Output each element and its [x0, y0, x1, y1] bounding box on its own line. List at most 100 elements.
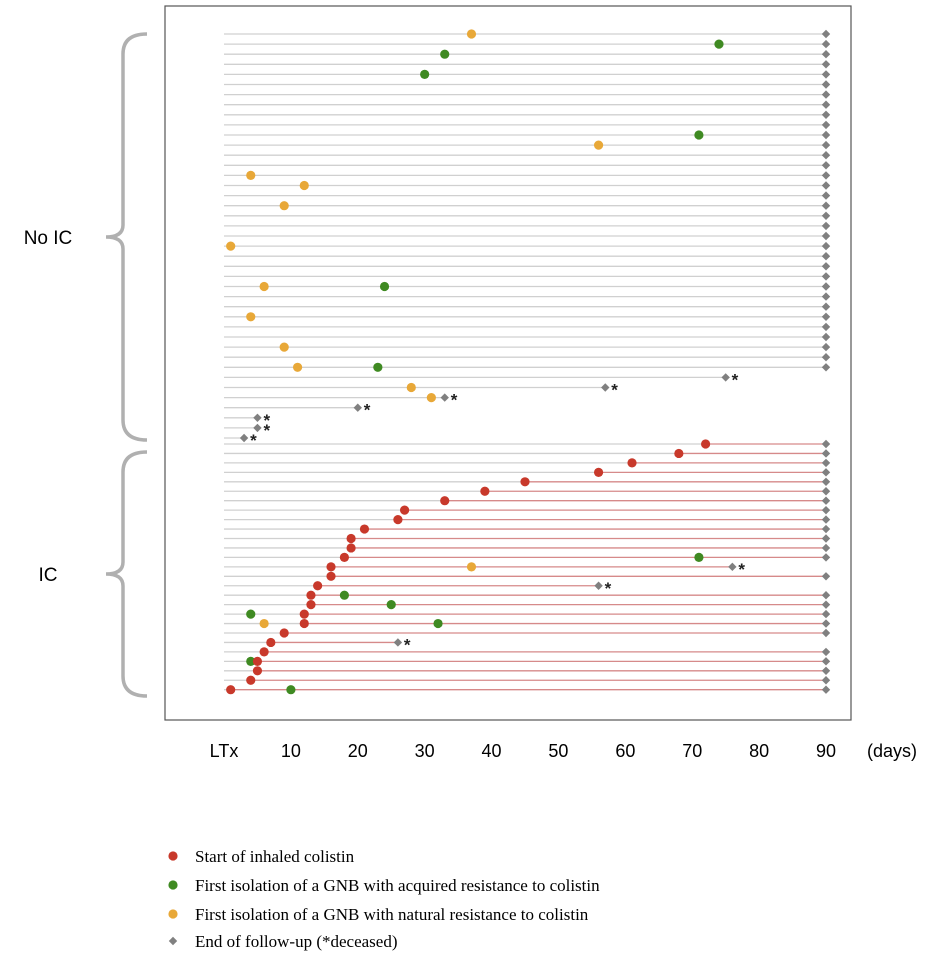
- legend-marker: [168, 851, 178, 861]
- deceased-marker: *: [263, 421, 270, 440]
- no-ic-patient-row: *: [224, 421, 270, 440]
- end-of-follow-up-marker: [353, 403, 362, 412]
- colistin-start-point: [299, 609, 309, 619]
- deceased-marker: *: [605, 579, 612, 598]
- end-of-follow-up-marker: [821, 322, 831, 332]
- colistin-start-point: [313, 581, 323, 591]
- deceased-marker: *: [263, 411, 270, 430]
- no-ic-patient-row: [224, 302, 831, 311]
- no-ic-patient-row: [224, 362, 831, 372]
- ic-patient-row: [224, 533, 831, 544]
- no-ic-patient-row: [224, 130, 831, 140]
- natural-resistance-point: [593, 140, 604, 150]
- end-of-follow-up-marker: [821, 231, 831, 241]
- legend-label: First isolation of a GNB with natural re…: [195, 905, 589, 924]
- acquired-resistance-point: [714, 39, 724, 49]
- ic-patient-row: [224, 515, 831, 525]
- x-tick-label: 70: [682, 741, 702, 761]
- deceased-marker: *: [732, 370, 739, 389]
- deceased-marker: *: [364, 401, 371, 420]
- no-ic-patient-row: *: [224, 391, 458, 410]
- end-of-follow-up-marker: [253, 423, 262, 433]
- ic-patient-row: [224, 458, 831, 468]
- end-of-follow-up-marker: [821, 342, 831, 352]
- colistin-start-point: [440, 496, 450, 506]
- colistin-start-point: [299, 618, 309, 629]
- end-of-follow-up-marker: [821, 161, 831, 170]
- no-ic-patient-row: [224, 161, 831, 170]
- natural-resistance-point: [259, 618, 269, 629]
- natural-resistance-point: [426, 393, 436, 403]
- end-of-follow-up-marker: [821, 50, 831, 59]
- no-ic-patient-row: [224, 151, 831, 160]
- ic-patient-row: [224, 600, 831, 610]
- end-of-follow-up-marker: [821, 676, 831, 685]
- acquired-resistance-point: [433, 618, 443, 629]
- no-ic-patient-row: [224, 322, 831, 332]
- natural-resistance-point: [259, 281, 269, 292]
- ic-patient-row: [224, 590, 831, 600]
- end-of-follow-up-marker: [440, 393, 449, 402]
- colistin-start-point: [359, 524, 370, 534]
- ic-patient-row: [224, 524, 831, 534]
- no-ic-patient-row: *: [224, 370, 739, 389]
- colistin-start-point: [326, 562, 336, 572]
- acquired-resistance-point: [440, 49, 450, 59]
- end-of-follow-up-marker: [821, 439, 831, 449]
- colistin-start-point: [306, 590, 316, 600]
- legend-label: First isolation of a GNB with acquired r…: [195, 876, 600, 895]
- end-of-follow-up-marker: [393, 638, 403, 647]
- x-tick-label: 20: [348, 741, 368, 761]
- natural-resistance-point: [292, 362, 303, 372]
- end-of-follow-up-marker: [821, 591, 831, 600]
- end-of-follow-up-marker: [821, 241, 831, 251]
- legend-label: End of follow-up (*deceased): [195, 932, 398, 951]
- end-of-follow-up-marker: [821, 515, 831, 524]
- end-of-follow-up-marker: [821, 282, 831, 291]
- end-of-follow-up-marker: [821, 191, 831, 200]
- colistin-start-point: [266, 637, 276, 648]
- end-of-follow-up-marker: [821, 363, 831, 372]
- no-ic-patient-row: [224, 201, 831, 211]
- ic-patient-row: [224, 505, 831, 515]
- end-of-follow-up-marker: [821, 201, 831, 210]
- colistin-start-point: [346, 533, 356, 544]
- end-of-follow-up-marker: [821, 80, 831, 89]
- end-of-follow-up-marker: [821, 666, 831, 675]
- no-ic-patient-row: [224, 281, 831, 292]
- no-ic-patient-row: [224, 90, 831, 99]
- natural-resistance-point: [279, 201, 289, 211]
- no-ic-patient-row: [224, 100, 831, 109]
- acquired-resistance-point: [694, 130, 704, 140]
- deceased-marker: *: [738, 560, 745, 579]
- legend-marker: [168, 909, 178, 919]
- x-tick-label: 30: [415, 741, 435, 761]
- colistin-start-point: [252, 656, 263, 666]
- end-of-follow-up-marker: [821, 458, 831, 468]
- no-ic-patient-row: [224, 231, 831, 241]
- end-of-follow-up-marker: [821, 302, 831, 311]
- colistin-start-point: [252, 666, 263, 676]
- no-ic-patient-row: *: [224, 411, 270, 430]
- no-ic-patient-row: [224, 69, 831, 79]
- x-tick-label: 50: [548, 741, 568, 761]
- group-brace: [105, 450, 148, 698]
- ic-patient-row: [224, 571, 831, 581]
- acquired-resistance-point: [373, 362, 383, 372]
- colistin-start-point: [246, 675, 256, 685]
- x-tick-label: 90: [816, 741, 836, 761]
- no-ic-patient-row: [224, 332, 831, 342]
- ic-patient-row: [224, 467, 831, 477]
- no-ic-patient-row: [224, 292, 831, 301]
- natural-resistance-point: [226, 241, 236, 251]
- end-of-follow-up-marker: [821, 60, 831, 69]
- x-tick-label: 60: [615, 741, 635, 761]
- deceased-marker: *: [611, 381, 618, 400]
- end-of-follow-up-marker: [821, 534, 831, 543]
- ic-patient-row: *: [224, 579, 612, 598]
- plot-frame: [164, 5, 852, 721]
- ic-patient-row: [224, 552, 831, 563]
- group-braces: No IC IC: [24, 32, 148, 698]
- ic-patient-row: [224, 656, 831, 666]
